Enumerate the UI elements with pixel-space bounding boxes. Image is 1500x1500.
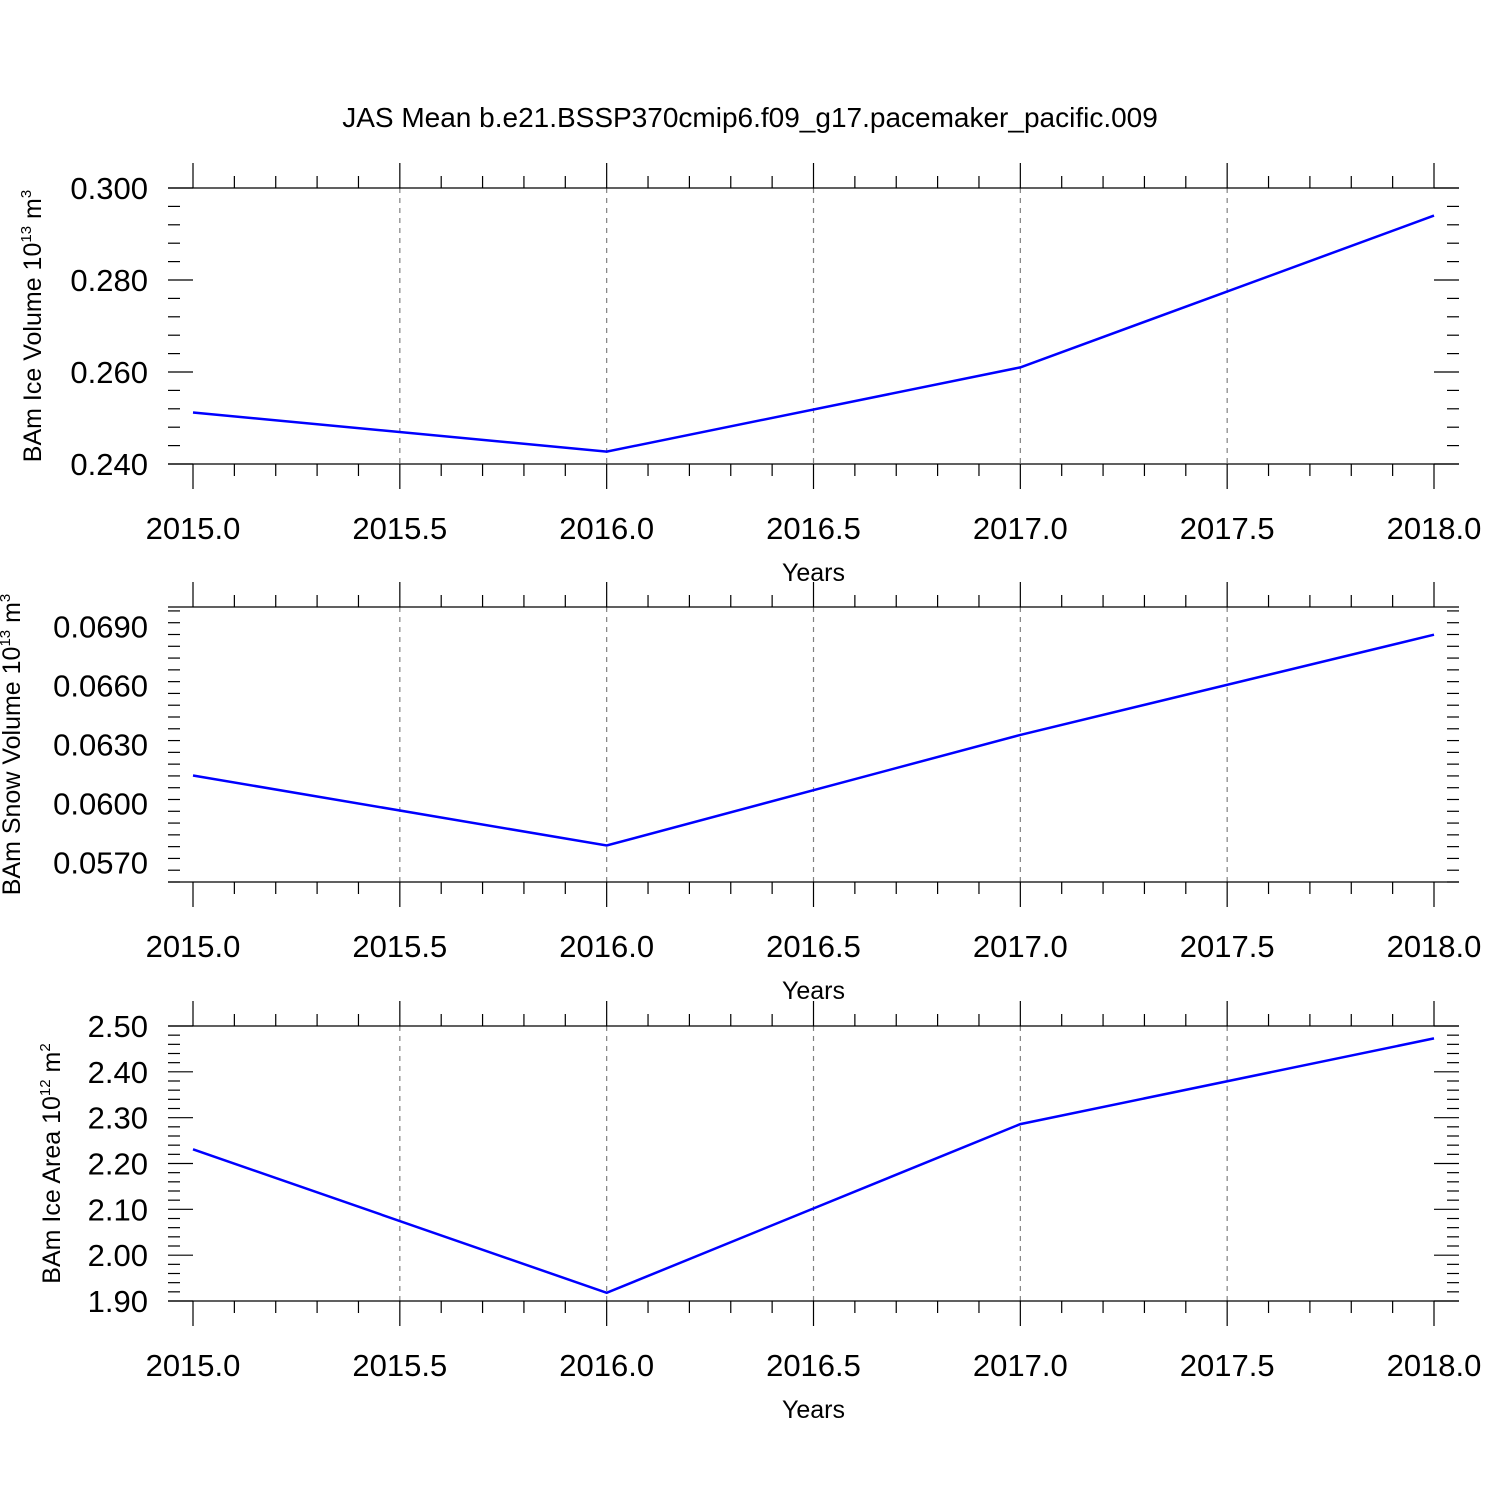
y-tick-label: 2.50: [88, 1009, 148, 1044]
chart-panel-1: 0.240 0.260 0.280 0.300 2015.0 2015.5 2016.0 20…: [18, 163, 1481, 587]
y-tick-label: 0.300: [70, 171, 148, 206]
x-tick-label: 2016.0: [559, 1348, 654, 1383]
y-tick-label: 2.10: [88, 1192, 148, 1227]
y-tick-label: 0.280: [70, 263, 148, 298]
x-tick-label: 2018.0: [1387, 1348, 1482, 1383]
x-tick-label: 2017.5: [1180, 511, 1275, 546]
chart-panel-3: 1.90 2.00 2.10 2.20 2.30 2.40 2.50 2015.0 2015.5…: [37, 1001, 1481, 1424]
y-tick-label: 2.40: [88, 1055, 148, 1090]
y-tick-label: 0.240: [70, 447, 148, 482]
y-tick-label: 0.260: [70, 355, 148, 390]
chart-panel-2: 0.0570 0.0600 0.0630 0.0660 0.0690 2015.0 2015…: [0, 582, 1481, 1005]
y-tick-label: 0.0660: [53, 669, 148, 704]
x-axis-label: Years: [782, 1396, 845, 1424]
x-axis-label: Years: [782, 977, 845, 1005]
y-tick-label: 1.90: [88, 1284, 148, 1319]
x-tick-label: 2017.5: [1180, 1348, 1275, 1383]
y-tick-label: 2.00: [88, 1238, 148, 1273]
y-tick-label: 0.0630: [53, 728, 148, 763]
x-tick-label: 2016.5: [766, 1348, 861, 1383]
y-axis-label: BAm Ice Volume 1013 m3: [18, 190, 47, 462]
chart-title: JAS Mean b.e21.BSSP370cmip6.f09_g17.pace…: [342, 102, 1158, 133]
x-tick-label: 2016.5: [766, 511, 861, 546]
y-tick-label: 0.0600: [53, 786, 148, 821]
x-tick-label: 2017.5: [1180, 929, 1275, 964]
x-tick-label: 2018.0: [1387, 511, 1482, 546]
x-tick-label: 2017.0: [973, 1348, 1068, 1383]
x-tick-label: 2017.0: [973, 511, 1068, 546]
x-tick-label: 2017.0: [973, 929, 1068, 964]
x-tick-label: 2018.0: [1387, 929, 1482, 964]
x-tick-label: 2015.0: [146, 1348, 241, 1383]
x-tick-label: 2015.5: [352, 929, 447, 964]
series-line: [192, 1037, 1435, 1295]
series-line: [192, 633, 1435, 847]
y-axis-label: BAm Snow Volume 1013 m3: [0, 594, 26, 896]
x-tick-label: 2016.0: [559, 511, 654, 546]
y-tick-label: 2.20: [88, 1147, 148, 1182]
x-tick-label: 2016.5: [766, 929, 861, 964]
y-tick-label: 0.0690: [53, 610, 148, 645]
y-axis-label: BAm Ice Area 1012 m2: [37, 1043, 66, 1283]
x-tick-label: 2016.0: [559, 929, 654, 964]
y-tick-label: 0.0570: [53, 845, 148, 880]
x-tick-label: 2015.0: [146, 929, 241, 964]
x-tick-label: 2015.0: [146, 511, 241, 546]
x-tick-label: 2015.5: [352, 511, 447, 546]
x-tick-label: 2015.5: [352, 1348, 447, 1383]
y-tick-label: 2.30: [88, 1101, 148, 1136]
panels: 0.240 0.260 0.280 0.300 2015.0 2015.5 2016.0 20…: [0, 163, 1481, 1424]
series-line: [192, 214, 1435, 453]
